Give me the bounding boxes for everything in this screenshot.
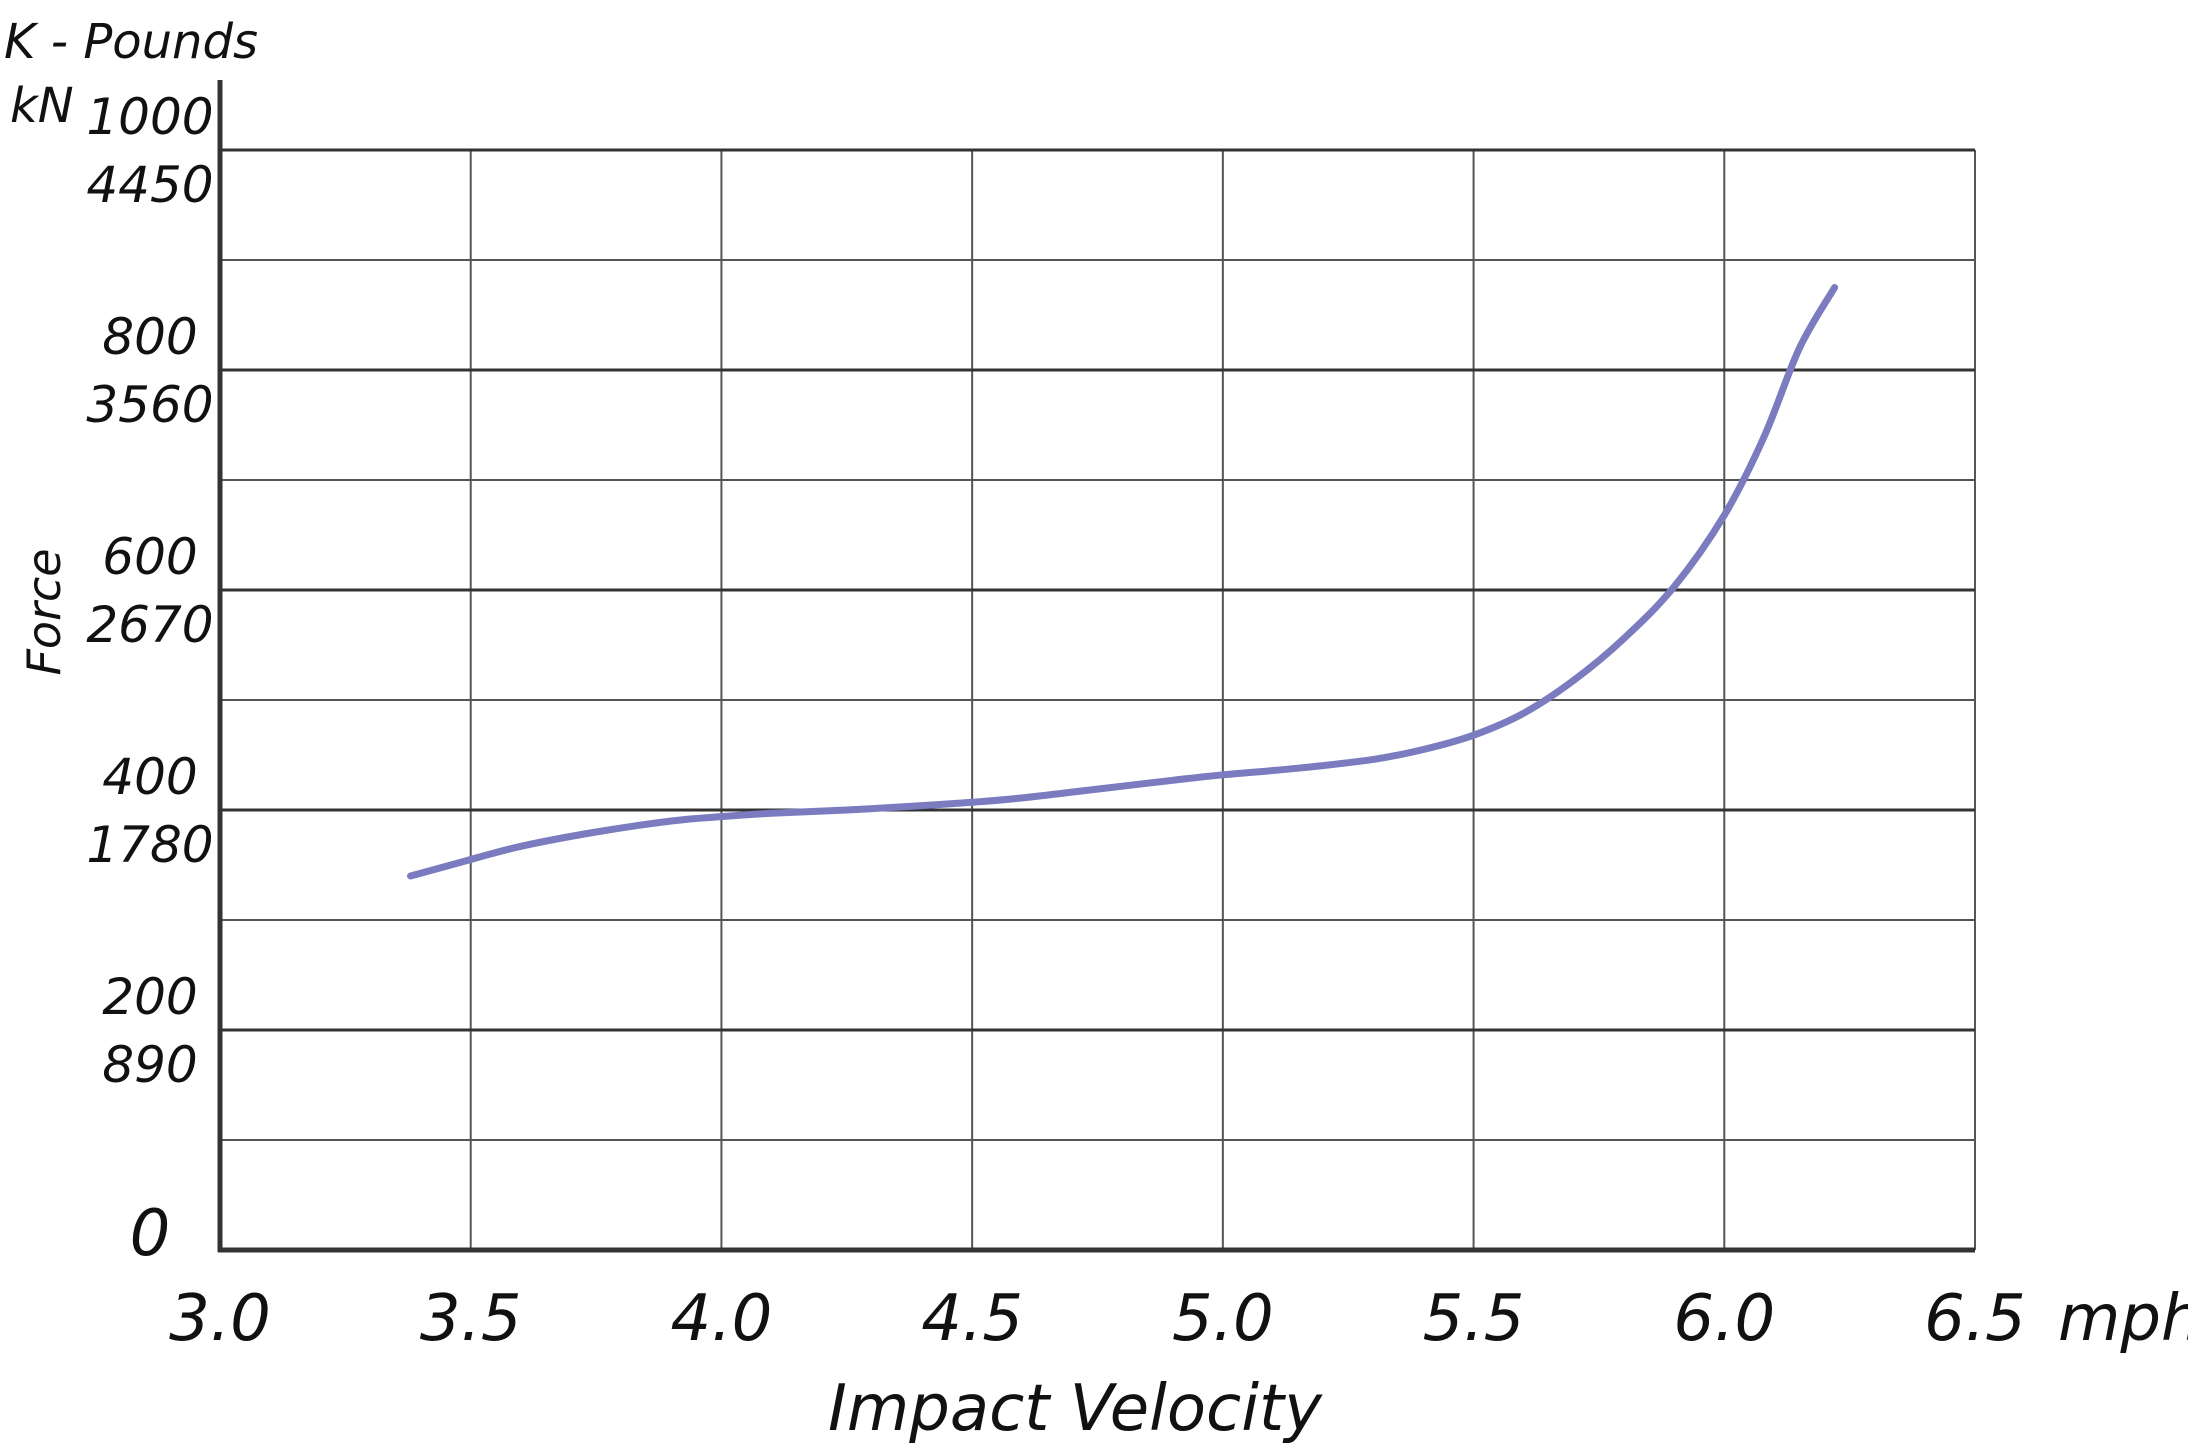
x-tick-label: 5.0 bbox=[1172, 1282, 1274, 1356]
y-tick-label-kpounds: 800 bbox=[102, 308, 197, 366]
series-line bbox=[407, 284, 1839, 880]
y-tick-label-zero: 0 bbox=[130, 1197, 171, 1271]
x-tick-label: 4.5 bbox=[921, 1282, 1023, 1356]
y-tick-label-kn: 890 bbox=[102, 1036, 197, 1094]
y-tick-label-kn: 4450 bbox=[86, 156, 213, 214]
x-unit-label: mph bbox=[2058, 1282, 2188, 1356]
x-tick-label: 3.0 bbox=[169, 1282, 271, 1356]
y-tick-label-kpounds: 200 bbox=[102, 968, 197, 1026]
y-tick-label-kpounds: 1000 bbox=[86, 88, 213, 146]
labels: K - Pounds kN Force Impact Velocity mph … bbox=[4, 14, 2188, 1446]
x-tick-label: 6.0 bbox=[1673, 1282, 1775, 1356]
y-unit-label-kpounds: K - Pounds bbox=[4, 14, 258, 70]
y-tick-label-kpounds: 400 bbox=[102, 748, 197, 806]
y-tick-label-kpounds: 600 bbox=[102, 528, 197, 586]
series-layer bbox=[407, 284, 1839, 880]
grid bbox=[220, 148, 1976, 1250]
y-tick-label-kn: 1780 bbox=[86, 816, 213, 874]
x-tick-label: 4.0 bbox=[671, 1282, 773, 1356]
y-tick-label-kn: 3560 bbox=[86, 376, 213, 434]
x-tick-label: 6.5 bbox=[1924, 1282, 2026, 1356]
x-tick-label: 3.5 bbox=[420, 1282, 522, 1356]
x-tick-label: 5.5 bbox=[1423, 1282, 1525, 1356]
y-unit-label-kn: kN bbox=[10, 78, 74, 134]
y-axis-title: Force bbox=[17, 548, 71, 675]
y-tick-label-kn: 2670 bbox=[86, 596, 213, 654]
axes bbox=[217, 80, 1975, 1253]
x-axis-title: Impact Velocity bbox=[828, 1372, 1323, 1446]
